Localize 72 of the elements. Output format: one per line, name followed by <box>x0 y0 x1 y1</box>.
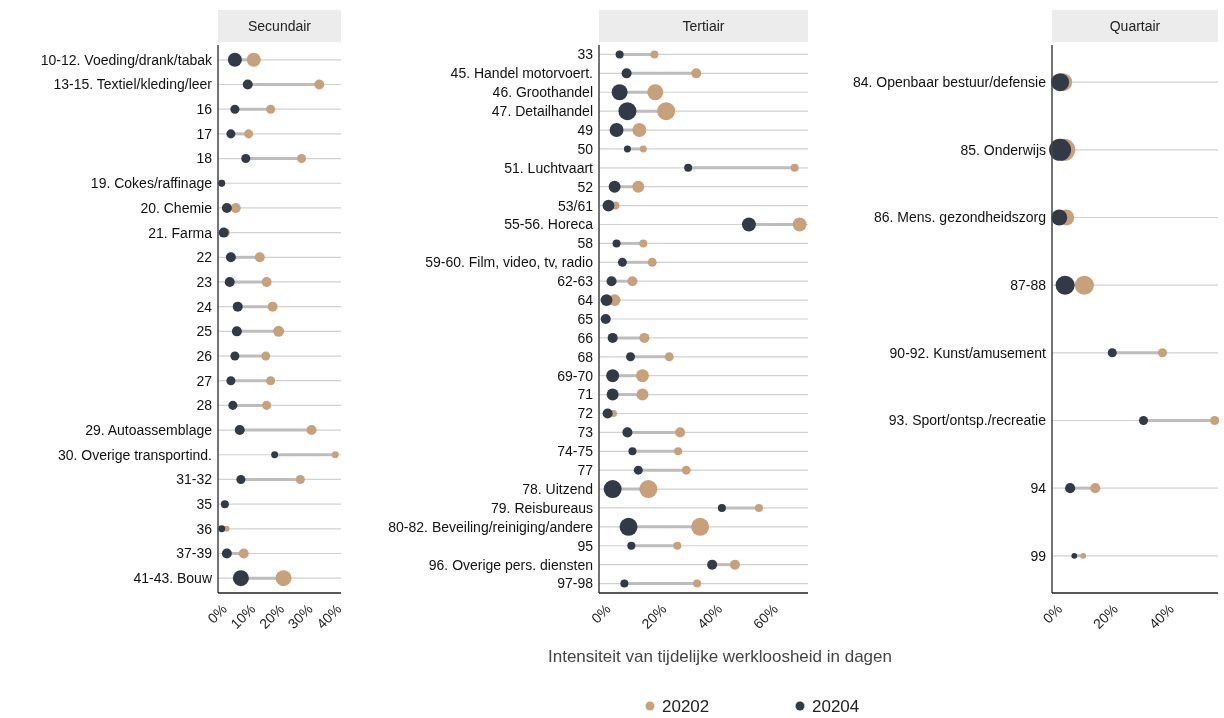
y-tick-label: 35 <box>196 496 213 513</box>
y-tick-label: 80-82. Beveiling/reiniging/andere <box>388 518 594 535</box>
y-tick-label: 18 <box>196 150 213 167</box>
y-tick-label: 65 <box>577 310 594 327</box>
y-tick-label: 78. Uitzend <box>522 480 593 497</box>
y-tick-label: 17 <box>196 125 213 142</box>
x-tick-label: 0% <box>204 600 230 627</box>
y-tick-label: 95 <box>577 537 594 554</box>
y-tick-label: 41-43. Bouw <box>133 570 213 587</box>
y-tick-label: 19. Cokes/raffinage <box>90 175 213 192</box>
y-tick-label: 55-56. Horeca <box>504 216 594 233</box>
y-tick-label: 85. Onderwijs <box>960 141 1046 158</box>
y-tick-label: 84. Openbaar bestuur/defensie <box>852 74 1047 91</box>
y-tick-label: 10-12. Voeding/drank/tabak <box>40 51 213 68</box>
legend-label: 20204 <box>812 696 860 716</box>
x-tick-label: 40% <box>1145 600 1177 632</box>
y-tick-label: 94 <box>1030 480 1047 497</box>
y-tick-label: 73 <box>577 424 594 441</box>
y-tick-label: 25 <box>196 323 213 340</box>
chart-title: Secundair <box>247 18 312 34</box>
y-tick-label: 66 <box>577 329 594 346</box>
y-tick-label: 58 <box>577 235 594 252</box>
y-tick-label: 27 <box>196 372 213 389</box>
y-tick-label: 45. Handel motorvoert. <box>450 65 593 82</box>
y-tick-label: 62-63 <box>557 273 594 290</box>
y-tick-label: 93. Sport/ontsp./recreatie <box>888 412 1047 429</box>
y-tick-label: 68 <box>577 348 594 365</box>
y-tick-label: 16 <box>196 101 213 118</box>
y-tick-label: 90-92. Kunst/amusement <box>889 344 1047 361</box>
y-tick-label: 28 <box>196 397 213 414</box>
chart-title: Quartair <box>1109 18 1161 34</box>
y-tick-label: 22 <box>196 249 213 266</box>
x-tick-label: 0% <box>588 600 614 627</box>
y-tick-label: 51. Luchtvaart <box>504 159 594 176</box>
y-tick-label: 37-39 <box>176 545 213 562</box>
y-tick-label: 86. Mens. gezondheidszorg <box>874 209 1046 226</box>
y-tick-label: 64 <box>577 292 594 308</box>
y-tick-label: 87-88 <box>1010 277 1047 294</box>
y-tick-label: 96. Overige pers. diensten <box>428 556 593 573</box>
y-tick-label: 79. Reisbureaus <box>491 499 593 516</box>
x-tick-label: 0% <box>1039 600 1066 627</box>
y-tick-label: 97-98 <box>557 575 594 592</box>
y-tick-label: 47. Detailhandel <box>491 103 593 120</box>
y-tick-label: 26 <box>196 347 213 364</box>
x-tick-label: 40% <box>313 600 345 632</box>
y-tick-label: 20. Chemie <box>140 199 213 216</box>
y-tick-label: 46. Groothandel <box>492 84 593 101</box>
y-tick-label: 24 <box>196 298 213 315</box>
y-tick-label: 77 <box>577 462 594 479</box>
y-tick-label: 52 <box>577 178 594 195</box>
y-tick-label: 13-15. Textiel/kleding/leer <box>53 76 213 93</box>
y-tick-label: 29. Autoassemblage <box>85 421 213 438</box>
y-tick-label: 72 <box>577 405 594 422</box>
x-tick-label: 60% <box>749 600 781 632</box>
y-tick-label: 31-32 <box>176 471 213 488</box>
x-tick-label: 40% <box>693 600 726 632</box>
y-tick-label: 23 <box>196 273 213 290</box>
y-tick-label: 33 <box>577 46 594 63</box>
y-tick-label: 99 <box>1030 547 1047 564</box>
y-tick-label: 74-75 <box>557 443 594 460</box>
y-tick-label: 49 <box>577 121 594 138</box>
y-tick-label: 53/61 <box>557 197 594 214</box>
legend-label: 20202 <box>662 696 710 716</box>
y-tick-label: 30. Overige transportind. <box>57 446 212 463</box>
y-tick-label: 59-60. Film, video, tv, radio <box>425 254 594 271</box>
y-tick-label: 36 <box>196 520 213 537</box>
y-tick-label: 69-70 <box>557 367 594 384</box>
y-tick-label: 71 <box>577 386 594 403</box>
x-axis-title: Intensiteit van tijdelijke werkloosheid in dagen <box>548 647 892 666</box>
y-tick-label: 21. Farma <box>148 224 213 241</box>
chart-title: Tertiair <box>682 18 725 34</box>
y-tick-label: 50 <box>577 140 594 157</box>
